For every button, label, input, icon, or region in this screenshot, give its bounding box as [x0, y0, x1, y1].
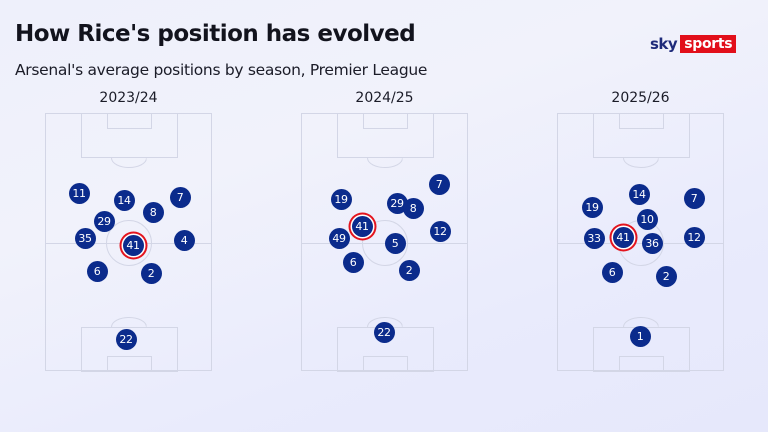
player-marker: 22: [373, 321, 395, 343]
player-marker: 19: [581, 196, 603, 218]
sky-sports-logo: sky sports: [650, 35, 737, 53]
highlighted-player-rice: 41: [351, 215, 373, 237]
center-circle: [105, 220, 152, 266]
season-label: 2024/25: [355, 90, 414, 106]
player-marker: 7: [683, 187, 705, 209]
player-marker: 33: [583, 227, 605, 249]
six-yard-box-bottom: [619, 356, 664, 372]
player-marker: 12: [683, 226, 705, 248]
player-marker: 36: [641, 232, 663, 254]
player-marker: 2: [398, 259, 420, 281]
player-marker: 12: [429, 220, 451, 242]
highlighted-player-rice: 41: [612, 226, 634, 248]
player-marker: 14: [628, 183, 650, 205]
player-marker: 1: [629, 325, 651, 347]
highlighted-player-rice: 41: [122, 234, 144, 256]
player-marker: 8: [142, 201, 164, 223]
logo-sky: sky: [650, 35, 678, 53]
logo-sports: sports: [680, 35, 737, 53]
season-label: 2025/26: [611, 90, 670, 106]
player-marker: 2: [655, 265, 677, 287]
player-marker: 35: [74, 227, 96, 249]
player-marker: 29: [386, 192, 408, 214]
player-marker: 7: [169, 186, 191, 208]
player-marker: 7: [428, 173, 450, 195]
player-marker: 2: [140, 262, 162, 284]
player-marker: 6: [342, 251, 364, 273]
six-yard-box-bottom: [107, 356, 152, 372]
six-yard-box-top: [107, 113, 152, 129]
page-subtitle: Arsenal's average positions by season, P…: [15, 61, 428, 79]
page-title: How Rice's position has evolved: [15, 21, 416, 47]
player-marker: 29: [93, 210, 115, 232]
player-marker: 11: [68, 182, 90, 204]
center-circle: [361, 220, 408, 266]
player-marker: 19: [330, 188, 352, 210]
player-marker: 6: [601, 261, 623, 283]
six-yard-box-bottom: [363, 356, 408, 372]
player-marker: 22: [115, 328, 137, 350]
player-marker: 6: [86, 260, 108, 282]
player-marker: 8: [402, 197, 424, 219]
player-marker: 10: [636, 208, 658, 230]
player-marker: 5: [384, 232, 406, 254]
season-label: 2023/24: [99, 90, 158, 106]
player-marker: 49: [328, 227, 350, 249]
six-yard-box-top: [619, 113, 664, 129]
player-marker: 4: [173, 229, 195, 251]
player-marker: 14: [113, 189, 135, 211]
six-yard-box-top: [363, 113, 408, 129]
